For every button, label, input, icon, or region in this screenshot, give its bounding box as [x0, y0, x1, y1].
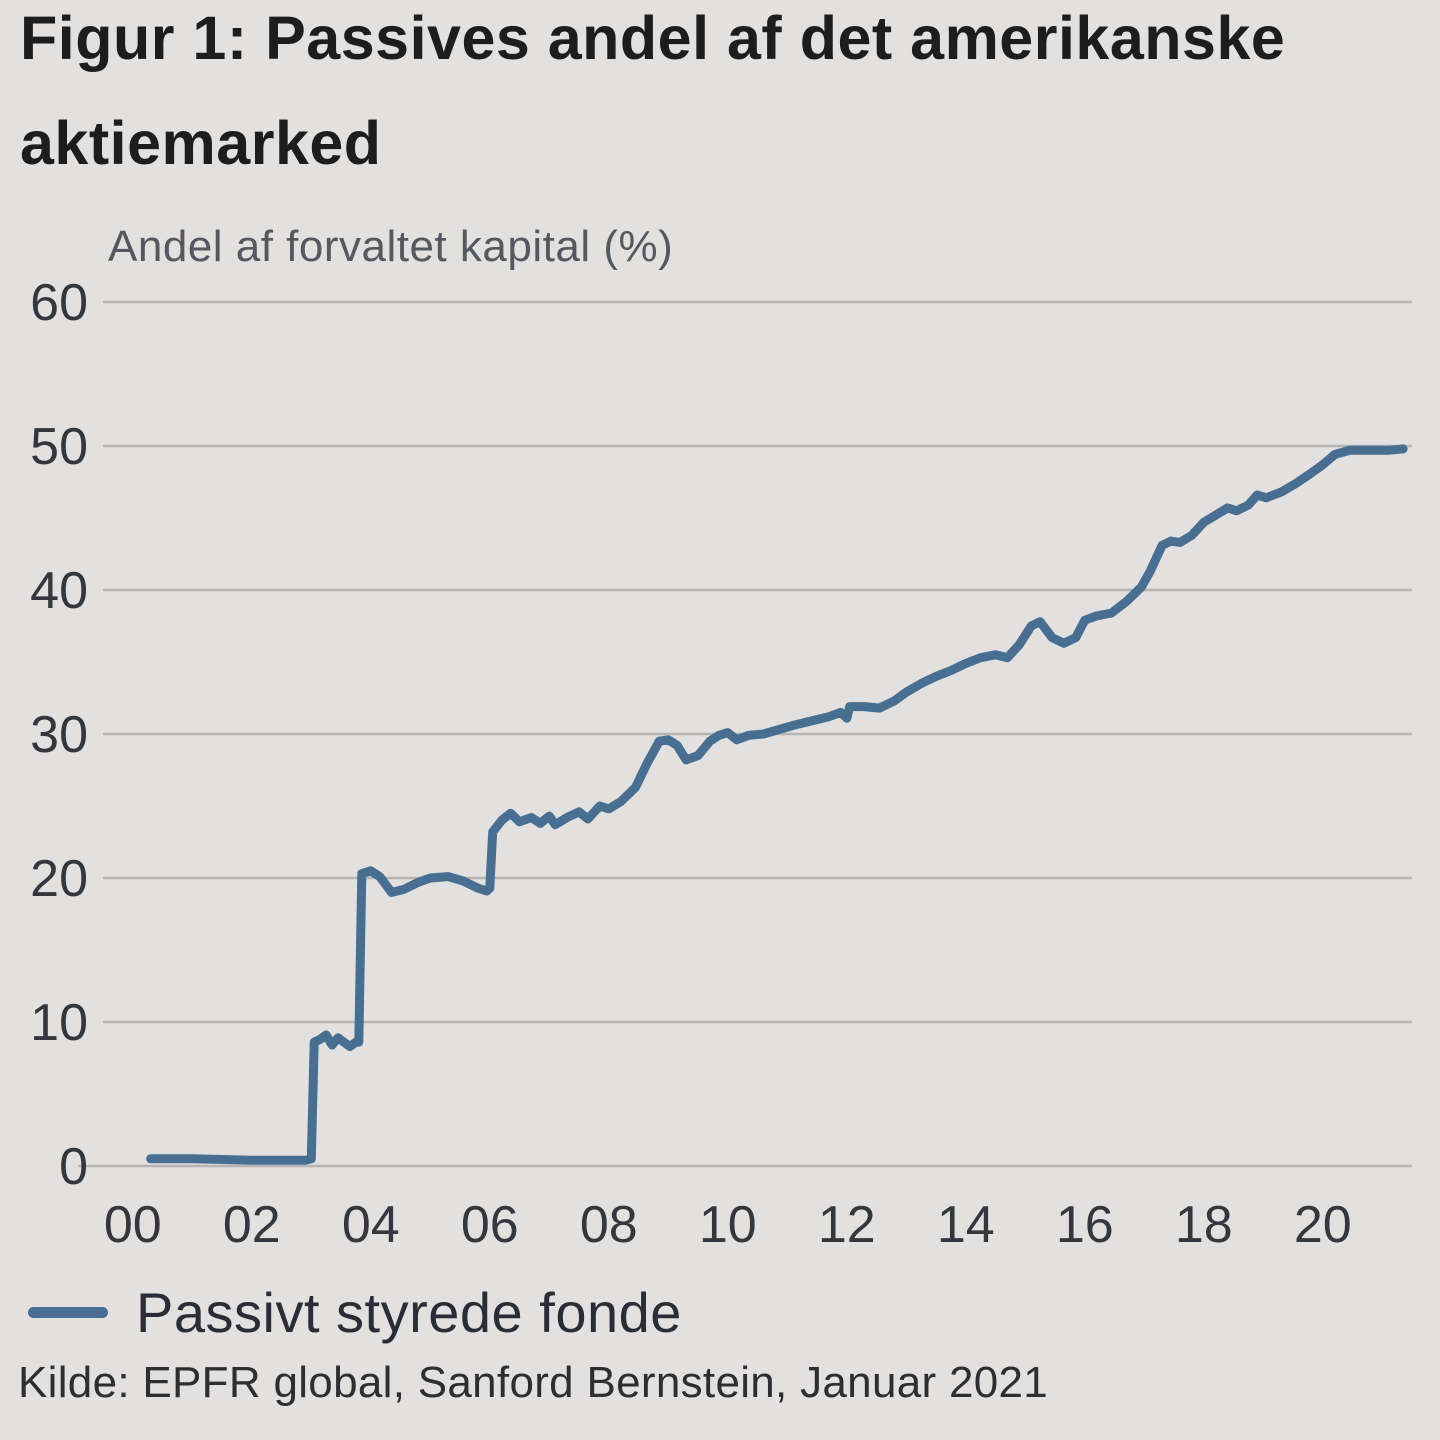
y-tick-label: 10	[30, 994, 88, 1052]
legend: Passivt styrede fonde	[28, 1280, 682, 1345]
y-tick-label: 0	[59, 1138, 88, 1196]
passive-share-line	[146, 444, 1408, 1165]
figure-title: Figur 1: Passives andel af det amerikans…	[20, 4, 1286, 177]
y-tick-label: 40	[30, 562, 88, 620]
x-tick-label: 16	[1056, 1196, 1114, 1254]
x-tick-label: 08	[580, 1196, 638, 1254]
x-tick-label: 06	[461, 1196, 519, 1254]
x-tick-label: 18	[1175, 1196, 1233, 1254]
x-tick-label: 02	[223, 1196, 281, 1254]
source-caption: Kilde: EPFR global, Sanford Bernstein, J…	[18, 1358, 1049, 1407]
x-tick-label: 14	[937, 1196, 995, 1254]
x-tick-label: 12	[818, 1196, 876, 1254]
y-tick-label: 50	[30, 418, 88, 476]
x-tick-label: 00	[104, 1196, 162, 1254]
y-axis-title: Andel af forvaltet kapital (%)	[108, 222, 674, 271]
x-tick-label: 04	[342, 1196, 400, 1254]
x-tick-label: 20	[1294, 1196, 1352, 1254]
y-tick-label: 20	[30, 850, 88, 908]
line-chart-plot-area: 0 10 20 30 40 50 60 00 02 04 06 08 10 12 14 16 18 20	[30, 274, 1412, 1254]
y-tick-label: 60	[30, 274, 88, 332]
legend-line-swatch	[28, 1307, 108, 1318]
x-tick-label: 10	[699, 1196, 757, 1254]
legend-label: Passivt styrede fonde	[136, 1281, 682, 1344]
y-tick-label: 30	[30, 706, 88, 764]
